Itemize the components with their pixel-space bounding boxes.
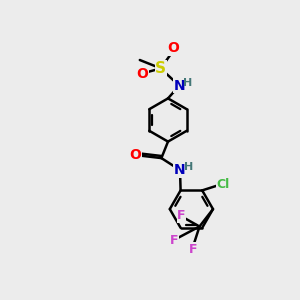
Text: H: H (183, 78, 192, 88)
Text: Cl: Cl (217, 178, 230, 191)
Text: N: N (174, 163, 186, 177)
Text: O: O (136, 68, 148, 81)
Text: H: H (184, 161, 194, 172)
Text: F: F (177, 209, 186, 222)
Text: N: N (174, 79, 185, 93)
Text: S: S (155, 61, 166, 76)
Text: O: O (130, 148, 142, 162)
Text: F: F (170, 234, 178, 247)
Text: O: O (167, 41, 179, 55)
Text: F: F (189, 243, 198, 256)
